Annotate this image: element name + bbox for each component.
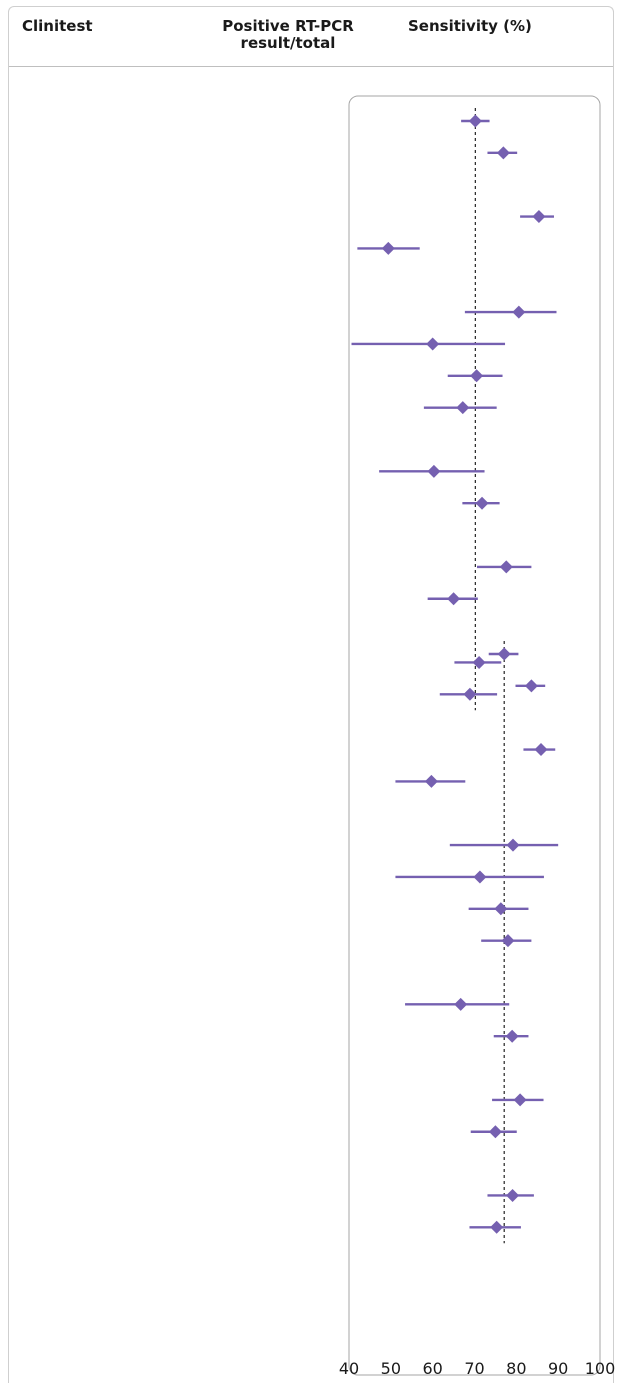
point-estimate-marker	[472, 655, 486, 669]
point-estimate-marker	[494, 902, 508, 916]
point-estimate-marker	[426, 337, 440, 351]
x-tick-label: 80	[506, 1359, 526, 1378]
point-estimate-marker	[506, 1188, 520, 1202]
header-sensitivity: Sensitivity (%)	[408, 17, 532, 35]
x-tick-label: 90	[548, 1359, 568, 1378]
point-estimate-marker	[512, 305, 526, 319]
x-tick-label: 50	[381, 1359, 401, 1378]
point-estimate-marker	[463, 687, 477, 701]
point-estimate-marker	[456, 401, 470, 415]
point-estimate-marker	[499, 560, 513, 574]
point-estimate-marker	[381, 241, 395, 255]
header-divider	[9, 66, 613, 67]
header-positive-rtpcr-line1: Positive RT-PCR	[222, 17, 354, 35]
header-positive-rtpcr-line2: result/total	[240, 34, 336, 52]
point-estimate-marker	[501, 934, 515, 948]
plot-box	[348, 95, 601, 1376]
point-estimate-marker	[524, 679, 538, 693]
header-positive-rtpcr: Positive RT-PCR result/total	[208, 18, 368, 52]
point-estimate-marker	[447, 592, 461, 606]
point-estimate-marker	[506, 838, 520, 852]
point-estimate-marker	[497, 647, 511, 661]
x-tick-label: 100	[585, 1359, 616, 1378]
x-tick-label: 70	[464, 1359, 484, 1378]
point-estimate-marker	[534, 743, 548, 757]
point-estimate-marker	[532, 210, 546, 224]
point-estimate-marker	[513, 1093, 527, 1107]
point-estimate-marker	[475, 496, 489, 510]
x-tick-label: 60	[422, 1359, 442, 1378]
point-estimate-marker	[505, 1029, 519, 1043]
point-estimate-marker	[496, 146, 510, 160]
point-estimate-marker	[454, 997, 468, 1011]
x-tick-label: 40	[339, 1359, 359, 1378]
point-estimate-marker	[470, 369, 484, 383]
point-estimate-marker	[488, 1125, 502, 1139]
point-estimate-marker	[468, 114, 482, 128]
point-estimate-marker	[427, 464, 441, 478]
point-estimate-marker	[473, 870, 487, 884]
header-clinitest: Clinitest	[22, 17, 93, 35]
point-estimate-marker	[424, 774, 438, 788]
point-estimate-marker	[490, 1220, 504, 1234]
figure-frame	[8, 6, 614, 1383]
